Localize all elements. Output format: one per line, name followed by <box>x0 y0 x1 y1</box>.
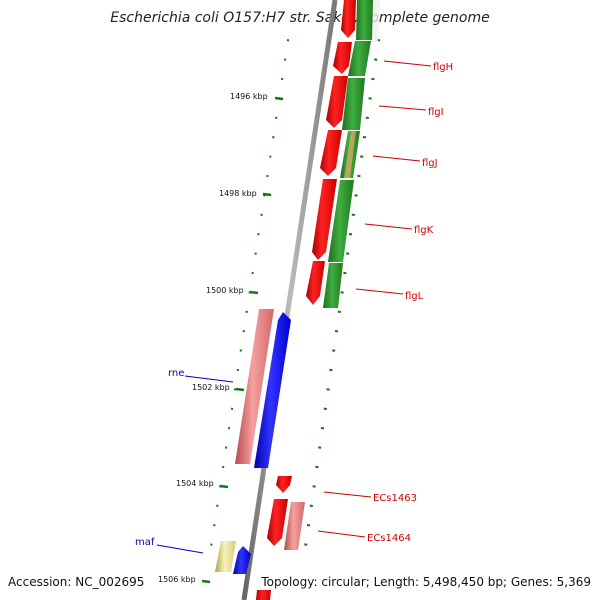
gene-label-text: rne <box>168 368 184 379</box>
tick-1500: 1500 kbp <box>206 286 259 295</box>
tick-label: 1502 kbp <box>192 383 230 392</box>
tick-1498: 1498 kbp <box>219 189 272 198</box>
gene-flgI-cds[interactable] <box>326 76 348 128</box>
tick-1506: 1506 kbp <box>158 575 211 584</box>
genome-backbone <box>241 0 338 600</box>
forward-cds-track <box>256 0 356 600</box>
topology-text: Topology: circular; Length: 5,498,450 bp… <box>261 575 591 589</box>
gene-label-text: flgJ <box>422 158 438 169</box>
gene-label-flgH[interactable]: flgH <box>383 60 453 73</box>
cog-track <box>284 0 380 550</box>
tick-label: 1500 kbp <box>206 286 244 295</box>
cog-block-flgJ-alt <box>344 131 356 178</box>
gene-label-flgJ[interactable]: flgJ <box>372 155 438 169</box>
gene-flgK-cds[interactable] <box>312 179 337 260</box>
gene-ECs1463-cds[interactable] <box>276 476 292 493</box>
gene-label-ECs1464[interactable]: ECs1464 <box>317 530 411 544</box>
gene-flgH-cds[interactable] <box>333 42 352 74</box>
tick-label: 1506 kbp <box>158 575 196 584</box>
axis-ticks: 1496 kbp 1498 kbp 1500 kbp 1502 kbp 1504… <box>158 92 284 584</box>
cog-block-ECs1464 <box>284 502 305 550</box>
tick-1496: 1496 kbp <box>230 92 284 101</box>
gene-label-text: flgH <box>433 62 453 73</box>
gene-flgJ-cds[interactable] <box>320 130 342 176</box>
gene-label-text: flgL <box>405 291 424 302</box>
gene-label-rne[interactable]: rne <box>168 368 234 383</box>
cog-block-rne <box>235 309 274 464</box>
tick-label: 1504 kbp <box>176 479 214 488</box>
tick-1502: 1502 kbp <box>192 383 245 392</box>
gene-maf-cds[interactable] <box>233 546 251 574</box>
gene-cds-bottom[interactable] <box>256 590 271 600</box>
tick-1504: 1504 kbp <box>176 479 229 489</box>
gene-label-text: ECs1464 <box>367 533 411 544</box>
gene-label-text: flgI <box>428 107 444 118</box>
cog-block-maf <box>215 541 236 572</box>
gene-label-flgI[interactable]: flgI <box>378 105 444 118</box>
accession-text: Accession: NC_002695 <box>8 575 145 589</box>
map-title: Escherichia coli O157:H7 str. Sakai, com… <box>110 10 490 26</box>
cog-block <box>356 0 373 40</box>
gene-label-flgL[interactable]: flgL <box>355 288 424 302</box>
tick-label: 1498 kbp <box>219 189 257 198</box>
tick-label: 1496 kbp <box>230 92 268 101</box>
gene-label-flgK[interactable]: flgK <box>364 223 434 236</box>
gene-flgL-cds[interactable] <box>306 261 325 305</box>
cog-block-flgH <box>348 41 371 76</box>
cog-block-flgL <box>323 263 343 308</box>
gene-flgH-arrow[interactable] <box>341 0 356 38</box>
gene-ECs1464-cds[interactable] <box>267 499 288 546</box>
gene-labels: flgH flgI flgJ flgK flgL rne ECs1463 EC <box>135 60 453 554</box>
gene-label-maf[interactable]: maf <box>135 537 204 554</box>
reverse-cds-track <box>215 309 291 574</box>
gene-label-ECs1463[interactable]: ECs1463 <box>323 491 417 504</box>
gene-rne-cds[interactable] <box>254 312 291 468</box>
cog-block-flgI <box>342 78 365 130</box>
gene-label-text: flgK <box>414 225 434 236</box>
gene-label-text: ECs1463 <box>373 493 417 504</box>
gene-label-text: maf <box>135 537 155 548</box>
cog-block-flgK <box>328 180 354 262</box>
